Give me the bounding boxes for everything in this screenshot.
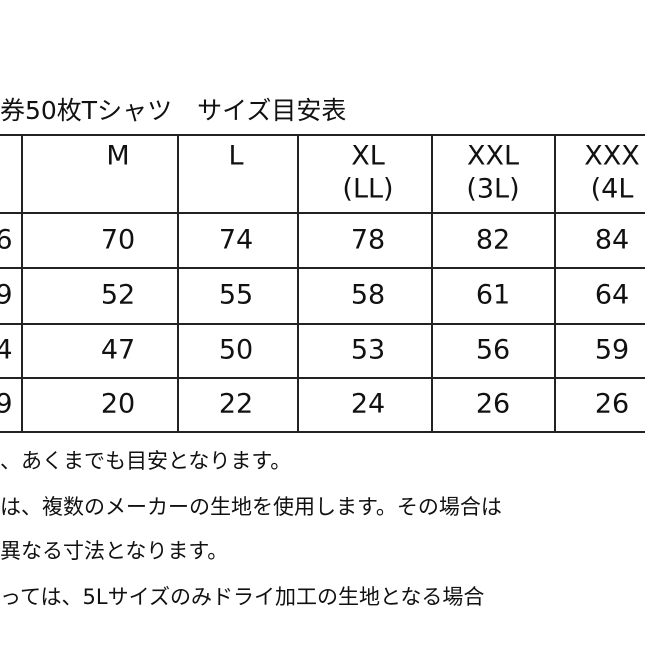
cell: 26	[595, 389, 629, 420]
cell: 9	[0, 280, 13, 311]
cell: 52	[101, 280, 135, 311]
table-grid	[0, 134, 645, 433]
column-header: XXX	[584, 141, 640, 172]
cell: 59	[595, 335, 629, 366]
cell: 20	[101, 389, 135, 420]
cell: 61	[476, 280, 510, 311]
column-header: L	[228, 141, 243, 172]
cell: 64	[595, 280, 629, 311]
cell: 4	[0, 335, 13, 366]
cell: 22	[219, 389, 253, 420]
cell: 55	[219, 280, 253, 311]
cell: 50	[219, 335, 253, 366]
column-header: XXL	[467, 141, 519, 172]
cell: 24	[351, 389, 385, 420]
cell: 26	[476, 389, 510, 420]
cell: 70	[101, 225, 135, 256]
note: 、あくまでも目安となります。	[0, 449, 291, 473]
cell: 82	[476, 225, 510, 256]
column-header: (4L	[591, 174, 634, 205]
column-header: M	[106, 141, 129, 172]
cell: 47	[101, 335, 135, 366]
column-header: (3L)	[466, 174, 519, 205]
cell: 74	[219, 225, 253, 256]
cell: 56	[476, 335, 510, 366]
column-header: XL	[351, 141, 385, 172]
column-header: (LL)	[342, 174, 393, 205]
cell: 78	[351, 225, 385, 256]
cell: 58	[351, 280, 385, 311]
cell: 53	[351, 335, 385, 366]
cell: 9	[0, 389, 13, 420]
title: 券50枚Tシャツ サイズ目安表	[0, 96, 346, 125]
cell: 6	[0, 225, 13, 256]
cell: 84	[595, 225, 629, 256]
note: は、複数のメーカーの生地を使用します。その場合は	[0, 495, 502, 519]
note: っては、5Lサイズのみドライ加工の生地となる場合	[0, 585, 484, 609]
note: 異なる寸法となります。	[0, 539, 228, 563]
